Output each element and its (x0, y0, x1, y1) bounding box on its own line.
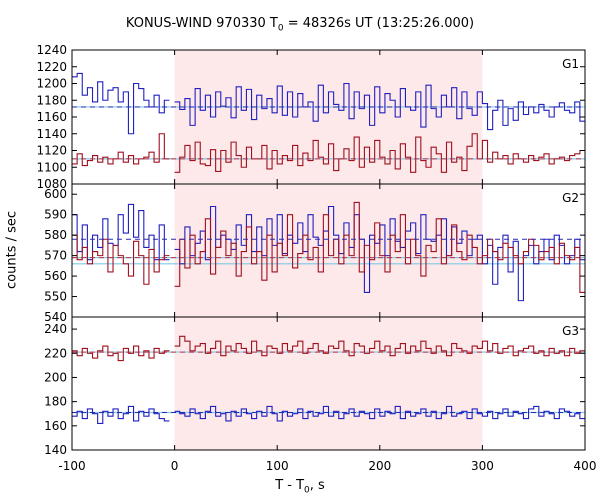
y-tick-label: 1100 (36, 160, 67, 174)
panel-label: G2 (562, 191, 579, 205)
y-tick-label: 1200 (36, 77, 67, 91)
y-tick-label: 550 (44, 290, 67, 304)
panel-frame (71, 316, 586, 451)
y-tick-label: 1140 (36, 127, 67, 141)
y-tick-label: 1180 (36, 93, 67, 107)
series-red-g3 (72, 335, 585, 362)
y-tick-label: 570 (44, 249, 67, 263)
x-tick-label: 400 (574, 459, 597, 473)
panel-g2: 540 550 560 570 580 590 600 G2 (44, 183, 586, 324)
y-tick-label: 590 (44, 208, 67, 222)
y-tick-label: 600 (44, 187, 67, 201)
panel-g3: 140 160 180 200 220 240 G3 (44, 316, 586, 457)
panel-label: G3 (562, 324, 579, 338)
series-red-g1 (72, 133, 585, 173)
y-axis-label: counts / sec (4, 210, 20, 290)
y-tick-label: 1160 (36, 110, 67, 124)
y-tick-label: 580 (44, 228, 67, 242)
y-tick-label: 540 (44, 310, 67, 324)
y-tick-label: 1120 (36, 144, 67, 158)
y-tick-label: 1220 (36, 60, 67, 74)
chart-title: KONUS-WIND 970330 T0 = 48326s UT (13:25:… (125, 16, 475, 34)
y-tick-label: 140 (44, 443, 67, 457)
y-tick-label: 1240 (36, 43, 67, 57)
panel-g1: 1080 1100 1120 1140 1160 1180 1200 1220 1240 G1 (36, 43, 586, 191)
y-tick-label: 180 (44, 395, 67, 409)
x-tick-label: 200 (368, 459, 391, 473)
y-tick-label: 200 (44, 370, 67, 384)
x-tick-label: -100 (58, 459, 85, 473)
y-tick-label: 160 (44, 419, 67, 433)
x-tick-label: 100 (266, 459, 289, 473)
y-tick-label: 560 (44, 269, 67, 283)
x-axis-label: T - T0, s (275, 478, 325, 496)
panel-label: G1 (562, 57, 579, 71)
y-tick-label: 1080 (36, 177, 67, 191)
y-tick-label: 240 (44, 322, 67, 336)
x-tick-label: 300 (471, 459, 494, 473)
y-tick-label: 220 (44, 346, 67, 360)
x-tick-label: 0 (171, 459, 179, 473)
highlight-interval (174, 317, 483, 450)
